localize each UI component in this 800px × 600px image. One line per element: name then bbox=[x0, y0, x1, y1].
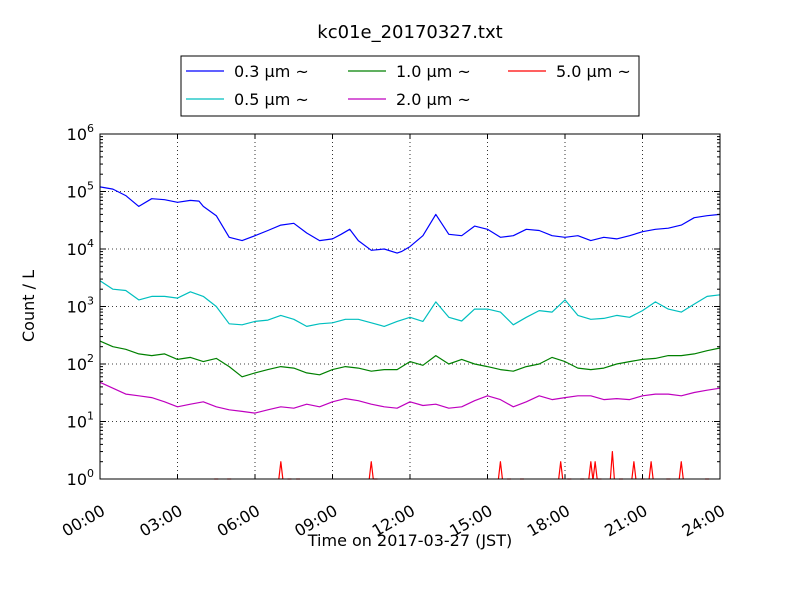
y-tick-label: 100 bbox=[67, 467, 94, 489]
chart-title: kc01e_20170327.txt bbox=[317, 22, 502, 43]
x-tick-label: 03:00 bbox=[136, 501, 185, 541]
legend-box bbox=[180, 55, 640, 117]
series-0-line bbox=[99, 186, 721, 254]
y-tick-label: 103 bbox=[67, 295, 94, 317]
series-5um-spike bbox=[368, 461, 374, 480]
plot-grid bbox=[100, 134, 720, 479]
series-5um-spike bbox=[278, 461, 284, 480]
plot-series bbox=[99, 186, 721, 480]
series-1-line bbox=[99, 280, 721, 327]
x-tick-label: 18:00 bbox=[524, 501, 573, 541]
legend: 0.3 μm ~ 0.5 μm ~ 1.0 μm ~ 2.0 μm ~ 5.0 μm ~ bbox=[180, 55, 640, 117]
legend-label: 2.0 μm ~ bbox=[396, 90, 471, 109]
x-axis-label: Time on 2017-03-27 (JST) bbox=[307, 531, 512, 550]
legend-label: 1.0 μm ~ bbox=[396, 62, 471, 81]
series-5um-spike bbox=[497, 461, 504, 480]
y-tick-label: 101 bbox=[67, 410, 94, 432]
x-tick-label: 24:00 bbox=[679, 501, 728, 541]
axes: 00:00 03:00 06:00 09:00 12:00 15:00 18:00 21:00… bbox=[59, 122, 728, 540]
series-5um-spike bbox=[648, 461, 654, 480]
legend-label: 0.5 μm ~ bbox=[234, 90, 309, 109]
series-3-line bbox=[99, 381, 721, 414]
y-axis-label: Count / L bbox=[19, 270, 38, 342]
series-2-line bbox=[99, 340, 721, 378]
legend-label: 5.0 μm ~ bbox=[556, 62, 631, 81]
legend-label: 0.3 μm ~ bbox=[234, 62, 309, 81]
series-5um-spike bbox=[678, 461, 684, 480]
series-5um-spike bbox=[588, 461, 594, 480]
series-5um-spike bbox=[609, 450, 615, 480]
series-5um-spike bbox=[592, 461, 598, 480]
y-tick-label: 102 bbox=[67, 352, 94, 374]
y-tick-label: 104 bbox=[67, 237, 94, 259]
x-tick-label: 00:00 bbox=[59, 501, 108, 541]
series-5um-spike bbox=[631, 461, 637, 480]
x-tick-label: 21:00 bbox=[601, 501, 650, 541]
series-5um-spike bbox=[558, 461, 564, 480]
y-tick-label: 105 bbox=[67, 180, 94, 202]
y-tick-label: 106 bbox=[67, 122, 94, 144]
x-tick-label: 06:00 bbox=[214, 501, 263, 541]
